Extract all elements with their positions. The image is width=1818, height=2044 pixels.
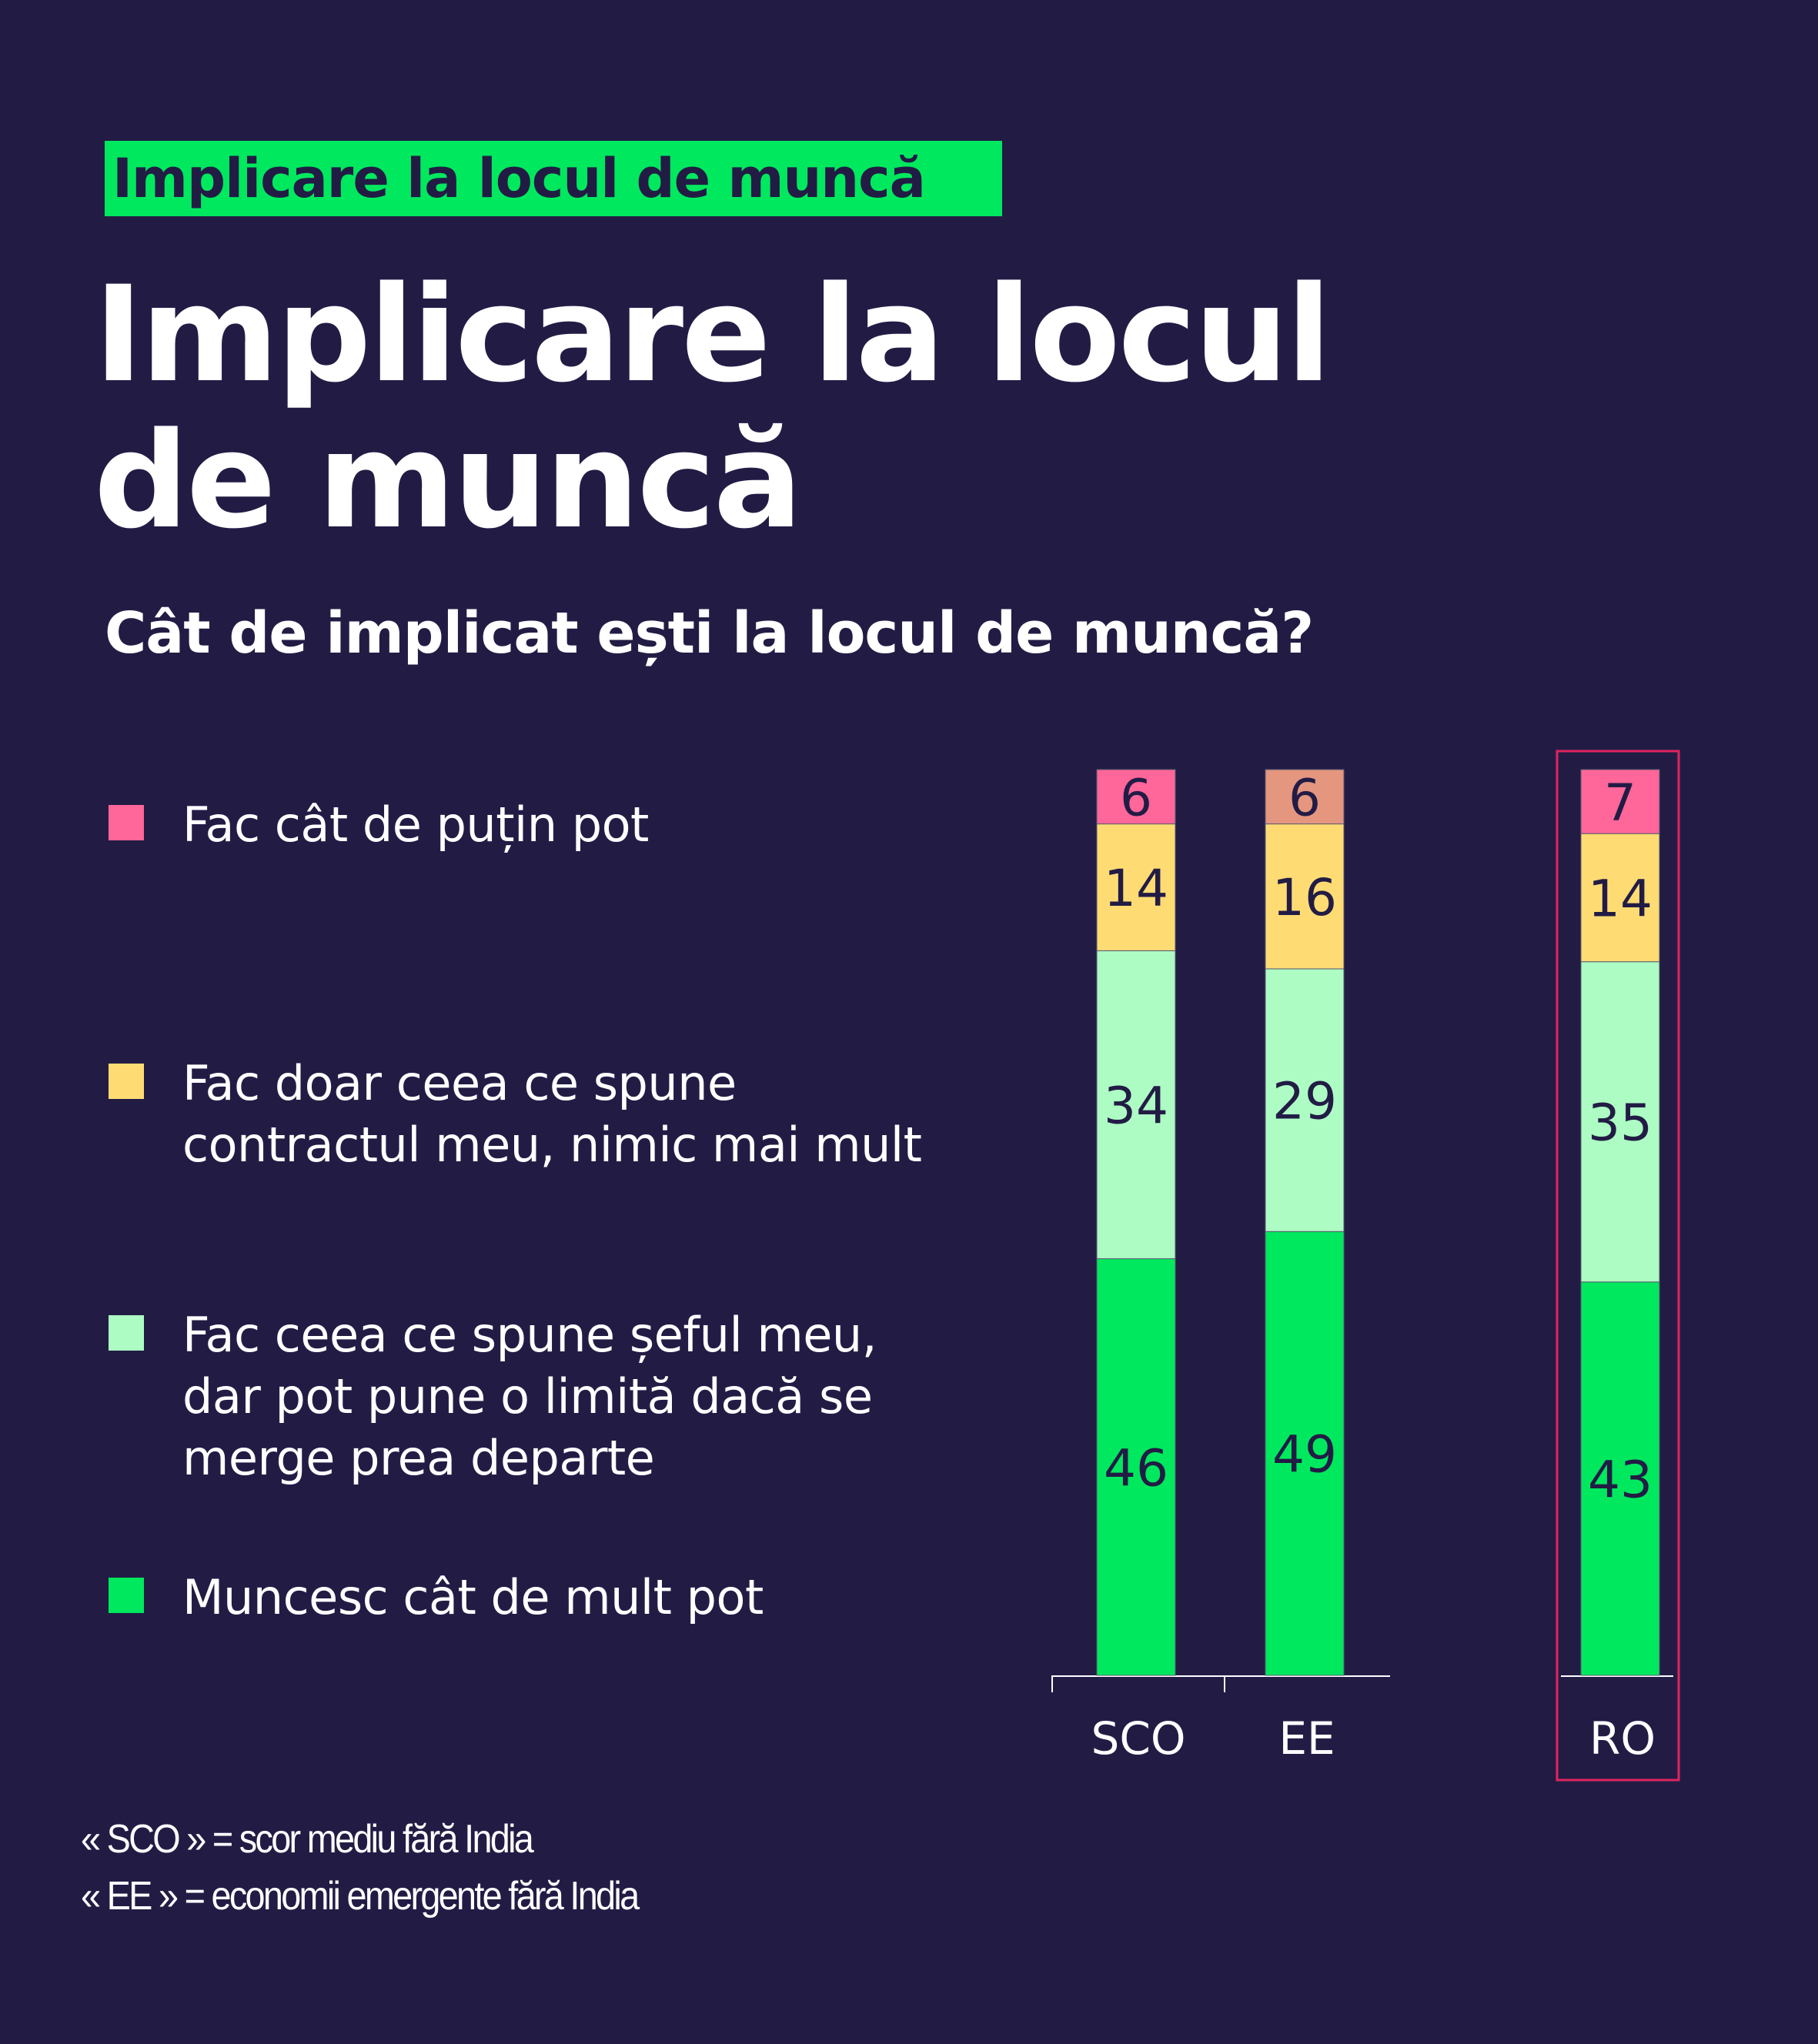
bar-segment [1096,769,1176,825]
bar-segment [1580,769,1660,834]
data-label: 7 [1604,773,1636,833]
bar-segment [1096,1258,1176,1676]
legend-swatch [109,1064,144,1099]
highlight-box [1556,750,1680,1782]
data-label: 6 [1288,768,1321,827]
data-label: 49 [1272,1425,1337,1485]
data-label: 46 [1104,1438,1168,1498]
footnote: « SCO » = scor mediu fără India [81,1817,534,1862]
legend-item: Fac doar ceea ce spune contractul meu, n… [109,1053,975,1176]
category-label: SCO [1091,1712,1186,1765]
data-label: 35 [1588,1094,1653,1153]
bar-segment [1580,1281,1660,1676]
data-label: 29 [1272,1072,1337,1131]
category-label: RO [1589,1712,1656,1765]
legend-label: Fac ceea ce spune șeful meu, dar pot pun… [182,1307,877,1486]
data-label: 43 [1588,1450,1653,1509]
page-title: Implicare la locul de muncă [94,262,1332,554]
bar-segment [1265,968,1345,1232]
legend-label: Muncesc cât de mult pot [182,1569,764,1625]
data-label: 6 [1120,768,1152,827]
section-tag: Implicare la locul de muncă [105,141,1002,216]
legend-label: Fac doar ceea ce spune contractul meu, n… [182,1055,922,1173]
data-label: 34 [1104,1076,1168,1135]
bar-segment [1096,823,1176,951]
category-label: EE [1278,1712,1335,1765]
footnote: « EE » = economii emergente fără India [81,1874,640,1919]
bar-segment [1265,769,1345,825]
legend-swatch [109,805,144,840]
title-line-1: Implicare la locul [94,257,1332,412]
bar-segment [1265,823,1345,970]
title-line-2: de muncă [94,403,803,558]
legend-swatch [109,1578,144,1613]
data-label: 16 [1272,868,1337,927]
data-label: 14 [1104,859,1168,918]
legend-item: Fac cât de puțin pot [109,794,767,856]
data-label: 14 [1588,869,1653,928]
bar-segment [1265,1231,1345,1676]
bar-segment [1580,833,1660,963]
legend-item: Muncesc cât de mult pot [109,1567,952,1628]
legend-item: Fac ceea ce spune șeful meu, dar pot pun… [109,1304,960,1489]
legend-label: Fac cât de puțin pot [182,797,649,853]
chart-question: Cât de implicat ești la locul de muncă? [105,600,1314,666]
legend-swatch [109,1315,144,1351]
